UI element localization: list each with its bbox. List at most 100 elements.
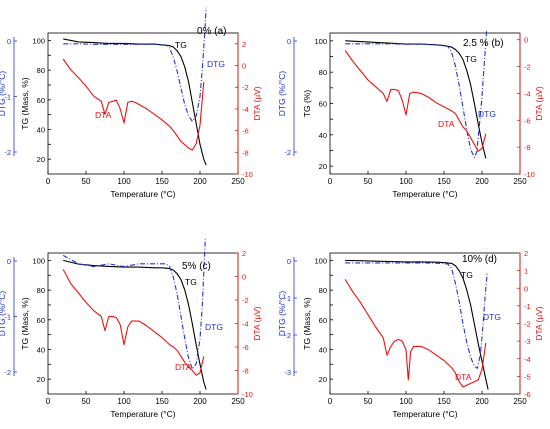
dta-axis-label: DTA (µV)	[252, 86, 262, 121]
dtg-tick-label: -2	[4, 368, 11, 377]
dtg-axis-label: DTG (%/°C)	[277, 71, 287, 117]
tg-axis-label: TG (%)	[302, 90, 312, 118]
tg-tick-label: 100	[32, 36, 45, 45]
tg-tick-label: 20	[319, 162, 327, 171]
tg-tick-label: 20	[319, 375, 327, 384]
x-axis-label: Temperature (°C)	[110, 409, 175, 419]
dtg-tick-label: -1	[284, 294, 291, 303]
dta-tick-label: 0	[524, 36, 528, 45]
dta-tick-label: -6	[242, 127, 249, 136]
x-tick-label: 250	[231, 177, 245, 186]
x-tick-label: 200	[475, 177, 489, 186]
tg-tick-label: 60	[319, 316, 327, 325]
series-line-dta	[62, 269, 205, 376]
series-line-tg	[345, 40, 487, 159]
x-tick-label: 50	[364, 397, 373, 406]
tg-tick-label: 100	[314, 37, 327, 46]
dta-tick-label: -4	[524, 89, 531, 98]
tg-tick-label: 40	[319, 131, 327, 140]
tg-axis-label: TG (Mass, %)	[20, 297, 30, 350]
dtg-axis-label: DTG (%/°C)	[0, 71, 7, 117]
curve-label-dtg: DTG	[483, 312, 501, 322]
x-tick-label: 50	[364, 177, 373, 186]
x-tick-label: 0	[46, 177, 51, 186]
dta-tick-label: -1	[524, 302, 531, 311]
tg-tick-label: 80	[319, 68, 327, 77]
dtg-tick-label: 0	[7, 257, 11, 266]
curve-label-dta: DTA	[455, 372, 472, 382]
dtg-tick-label: 0	[287, 37, 291, 46]
tg-tick-label: 20	[37, 375, 45, 384]
x-tick-label: 100	[399, 177, 413, 186]
x-tick-label: 0	[328, 397, 333, 406]
x-tick-label: 250	[231, 397, 245, 406]
dtg-axis-label: DTG (%/°C)	[277, 291, 287, 337]
x-axis-label: Temperature (°C)	[392, 189, 457, 199]
tg-tick-label: 60	[37, 316, 45, 325]
x-tick-label: 50	[82, 177, 91, 186]
dta-tick-label: -2	[242, 296, 249, 305]
series-line-dta	[344, 279, 487, 388]
dta-tick-label: -2	[524, 63, 531, 72]
curve-label-dtg: DTG	[207, 59, 225, 69]
panel-label: 10% (d)	[462, 254, 497, 265]
dta-tick-label: -4	[524, 355, 531, 364]
dta-tick-label: -5	[524, 372, 531, 381]
tg-axis-label: TG (Mass, %)	[302, 297, 312, 350]
dta-tick-label: 0	[242, 62, 246, 71]
series-line-dtg	[63, 7, 207, 123]
x-tick-label: 150	[437, 177, 451, 186]
panel-label: 0% (a)	[197, 26, 226, 37]
x-tick-label: 150	[437, 397, 451, 406]
dta-tick-label: -6	[524, 390, 531, 399]
tg-tick-label: 40	[37, 345, 45, 354]
dta-tick-label: -4	[242, 105, 249, 114]
x-tick-label: 50	[82, 397, 91, 406]
series-line-tg	[63, 259, 207, 390]
dta-tick-label: 1	[524, 267, 528, 276]
dtg-tick-label: -2	[284, 148, 291, 157]
series-line-dta	[344, 50, 487, 152]
x-axis-label: Temperature (°C)	[110, 189, 175, 199]
curve-label-tg: TG	[465, 54, 477, 64]
curve-label-dta: DTA	[438, 119, 455, 129]
series-line-dtg	[62, 238, 206, 370]
x-tick-label: 100	[117, 397, 131, 406]
dta-tick-label: 2	[242, 40, 246, 49]
curve-label-dtg: DTG	[205, 322, 223, 332]
curve-label-tg: TG	[461, 270, 473, 280]
dta-tick-label: -6	[524, 116, 531, 125]
dta-tick-label: -8	[242, 367, 249, 376]
x-tick-label: 150	[155, 397, 169, 406]
dta-tick-label: 0	[524, 284, 528, 293]
tg-tick-label: 100	[32, 256, 45, 265]
tg-tick-label: 80	[37, 66, 45, 75]
panel-2: 0 50 100 150 200 250 Temperature (°C) 20 40 60 80 1…	[277, 29, 544, 199]
x-axis-label: Temperature (°C)	[392, 409, 457, 419]
curve-label-dta: DTA	[95, 110, 112, 120]
tg-tick-label: 80	[37, 286, 45, 295]
dta-tick-label: -2	[242, 83, 249, 92]
series-line-tg	[345, 259, 489, 390]
dta-axis-label: DTA (µV)	[252, 306, 262, 341]
x-tick-label: 150	[155, 177, 169, 186]
dtg-tick-label: -2	[284, 331, 291, 340]
curve-label-tg: TG	[175, 40, 187, 50]
dtg-tick-label: -1	[4, 313, 11, 322]
tg-tick-label: 40	[319, 345, 327, 354]
x-tick-label: 0	[46, 397, 51, 406]
dta-axis-label: DTA (µV)	[534, 86, 544, 121]
dta-tick-label: -8	[524, 143, 531, 152]
panel-label: 5% (c)	[182, 261, 211, 272]
x-tick-label: 200	[193, 397, 207, 406]
x-tick-label: 0	[328, 177, 333, 186]
dta-tick-label: -8	[242, 148, 249, 157]
curve-label-tg: TG	[185, 277, 197, 287]
dta-axis-label: DTA (µV)	[534, 306, 544, 341]
x-tick-label: 250	[513, 397, 527, 406]
dta-tick-label: 2	[242, 249, 246, 258]
tg-tick-label: 80	[319, 286, 327, 295]
